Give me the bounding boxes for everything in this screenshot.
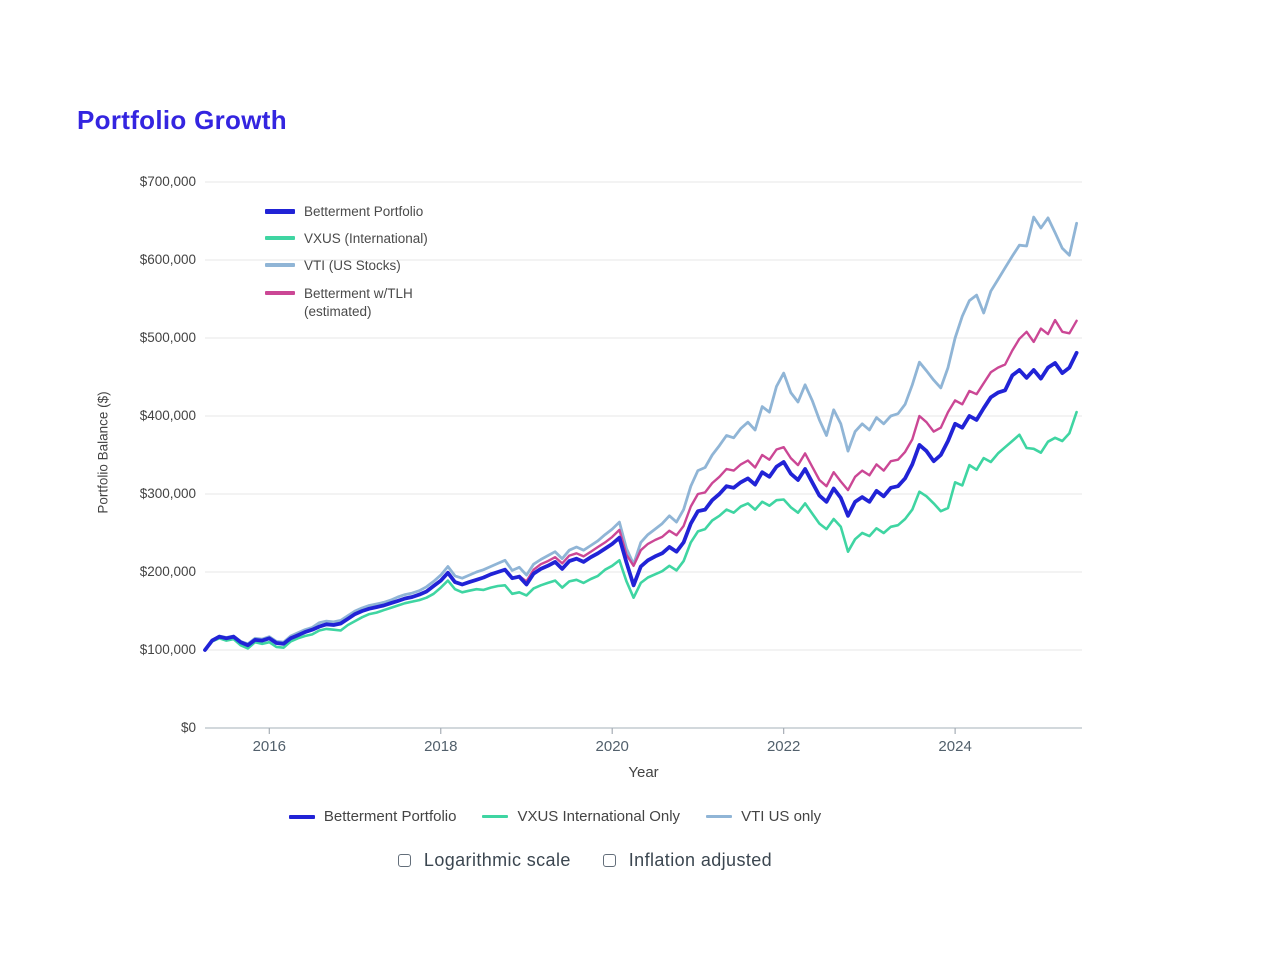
- y-tick-label: $700,000: [139, 174, 196, 189]
- x-axis-title: Year: [628, 764, 659, 781]
- chart-controls: Logarithmic scale Inflation adjusted: [205, 850, 965, 871]
- legend-line-swatch: [265, 209, 295, 214]
- y-tick-label: $400,000: [139, 408, 196, 423]
- page-title: Portfolio Growth: [77, 105, 287, 135]
- chart-legend-item: VTI (US Stocks): [265, 257, 428, 275]
- legend-label: Betterment Portfolio: [304, 204, 424, 219]
- y-tick-label: $100,000: [139, 642, 196, 657]
- betterment-line-swatch: [288, 814, 315, 819]
- legend-item-betterment: Betterment Portfolio: [288, 808, 457, 825]
- legend-label: VXUS International Only: [517, 808, 681, 825]
- legend-label: Betterment w/TLH (estimated): [304, 285, 413, 319]
- logarithmic-scale-checkbox[interactable]: [397, 854, 411, 867]
- inflation-adjusted-control[interactable]: Inflation adjusted: [602, 850, 773, 871]
- x-tick-label: 2020: [595, 738, 629, 755]
- legend-line-swatch: [265, 290, 295, 295]
- series-line-vti-us-stocks-: [203, 215, 1078, 652]
- inflation-adjusted-checkbox[interactable]: [602, 854, 616, 867]
- y-axis-title: Portfolio Balance ($): [95, 391, 111, 514]
- legend-item-vti: VTI US only: [706, 808, 821, 825]
- vxus-line-swatch: [482, 815, 509, 818]
- legend-line-swatch: [265, 263, 295, 268]
- bottom-legend: Betterment Portfolio VXUS International …: [205, 808, 905, 825]
- legend-label: VTI US only: [741, 808, 822, 825]
- chart-legend-item: VXUS (International): [265, 230, 428, 248]
- logarithmic-scale-label: Logarithmic scale: [423, 850, 571, 870]
- chart-legend-item: Betterment Portfolio: [265, 203, 428, 221]
- x-tick-label: 2016: [252, 738, 286, 755]
- vti-line-swatch: [706, 815, 733, 818]
- chart-legend-item: Betterment w/TLH (estimated): [265, 285, 428, 321]
- y-tick-label: $200,000: [139, 564, 196, 579]
- x-tick-label: 2022: [766, 738, 801, 755]
- series-line-betterment-portfolio: [203, 350, 1079, 652]
- x-tick-label: 2024: [938, 738, 972, 755]
- y-tick-label: $300,000: [139, 486, 196, 501]
- y-tick-label: $600,000: [139, 252, 196, 267]
- logarithmic-scale-control[interactable]: Logarithmic scale: [397, 850, 571, 871]
- legend-label: VTI (US Stocks): [304, 258, 401, 274]
- y-tick-label: $0: [180, 720, 196, 735]
- y-tick-label: $500,000: [139, 330, 196, 345]
- series-line-vxus-international-: [203, 410, 1078, 652]
- legend-label: Betterment Portfolio: [323, 808, 457, 825]
- legend-item-vxus: VXUS International Only: [482, 808, 680, 825]
- chart-legend: Betterment Portfolio VXUS (International)…: [265, 203, 428, 330]
- inflation-adjusted-label: Inflation adjusted: [628, 850, 773, 870]
- x-tick-label: 2018: [424, 738, 458, 755]
- legend-line-swatch: [265, 236, 295, 241]
- legend-label: VXUS (International): [304, 231, 428, 247]
